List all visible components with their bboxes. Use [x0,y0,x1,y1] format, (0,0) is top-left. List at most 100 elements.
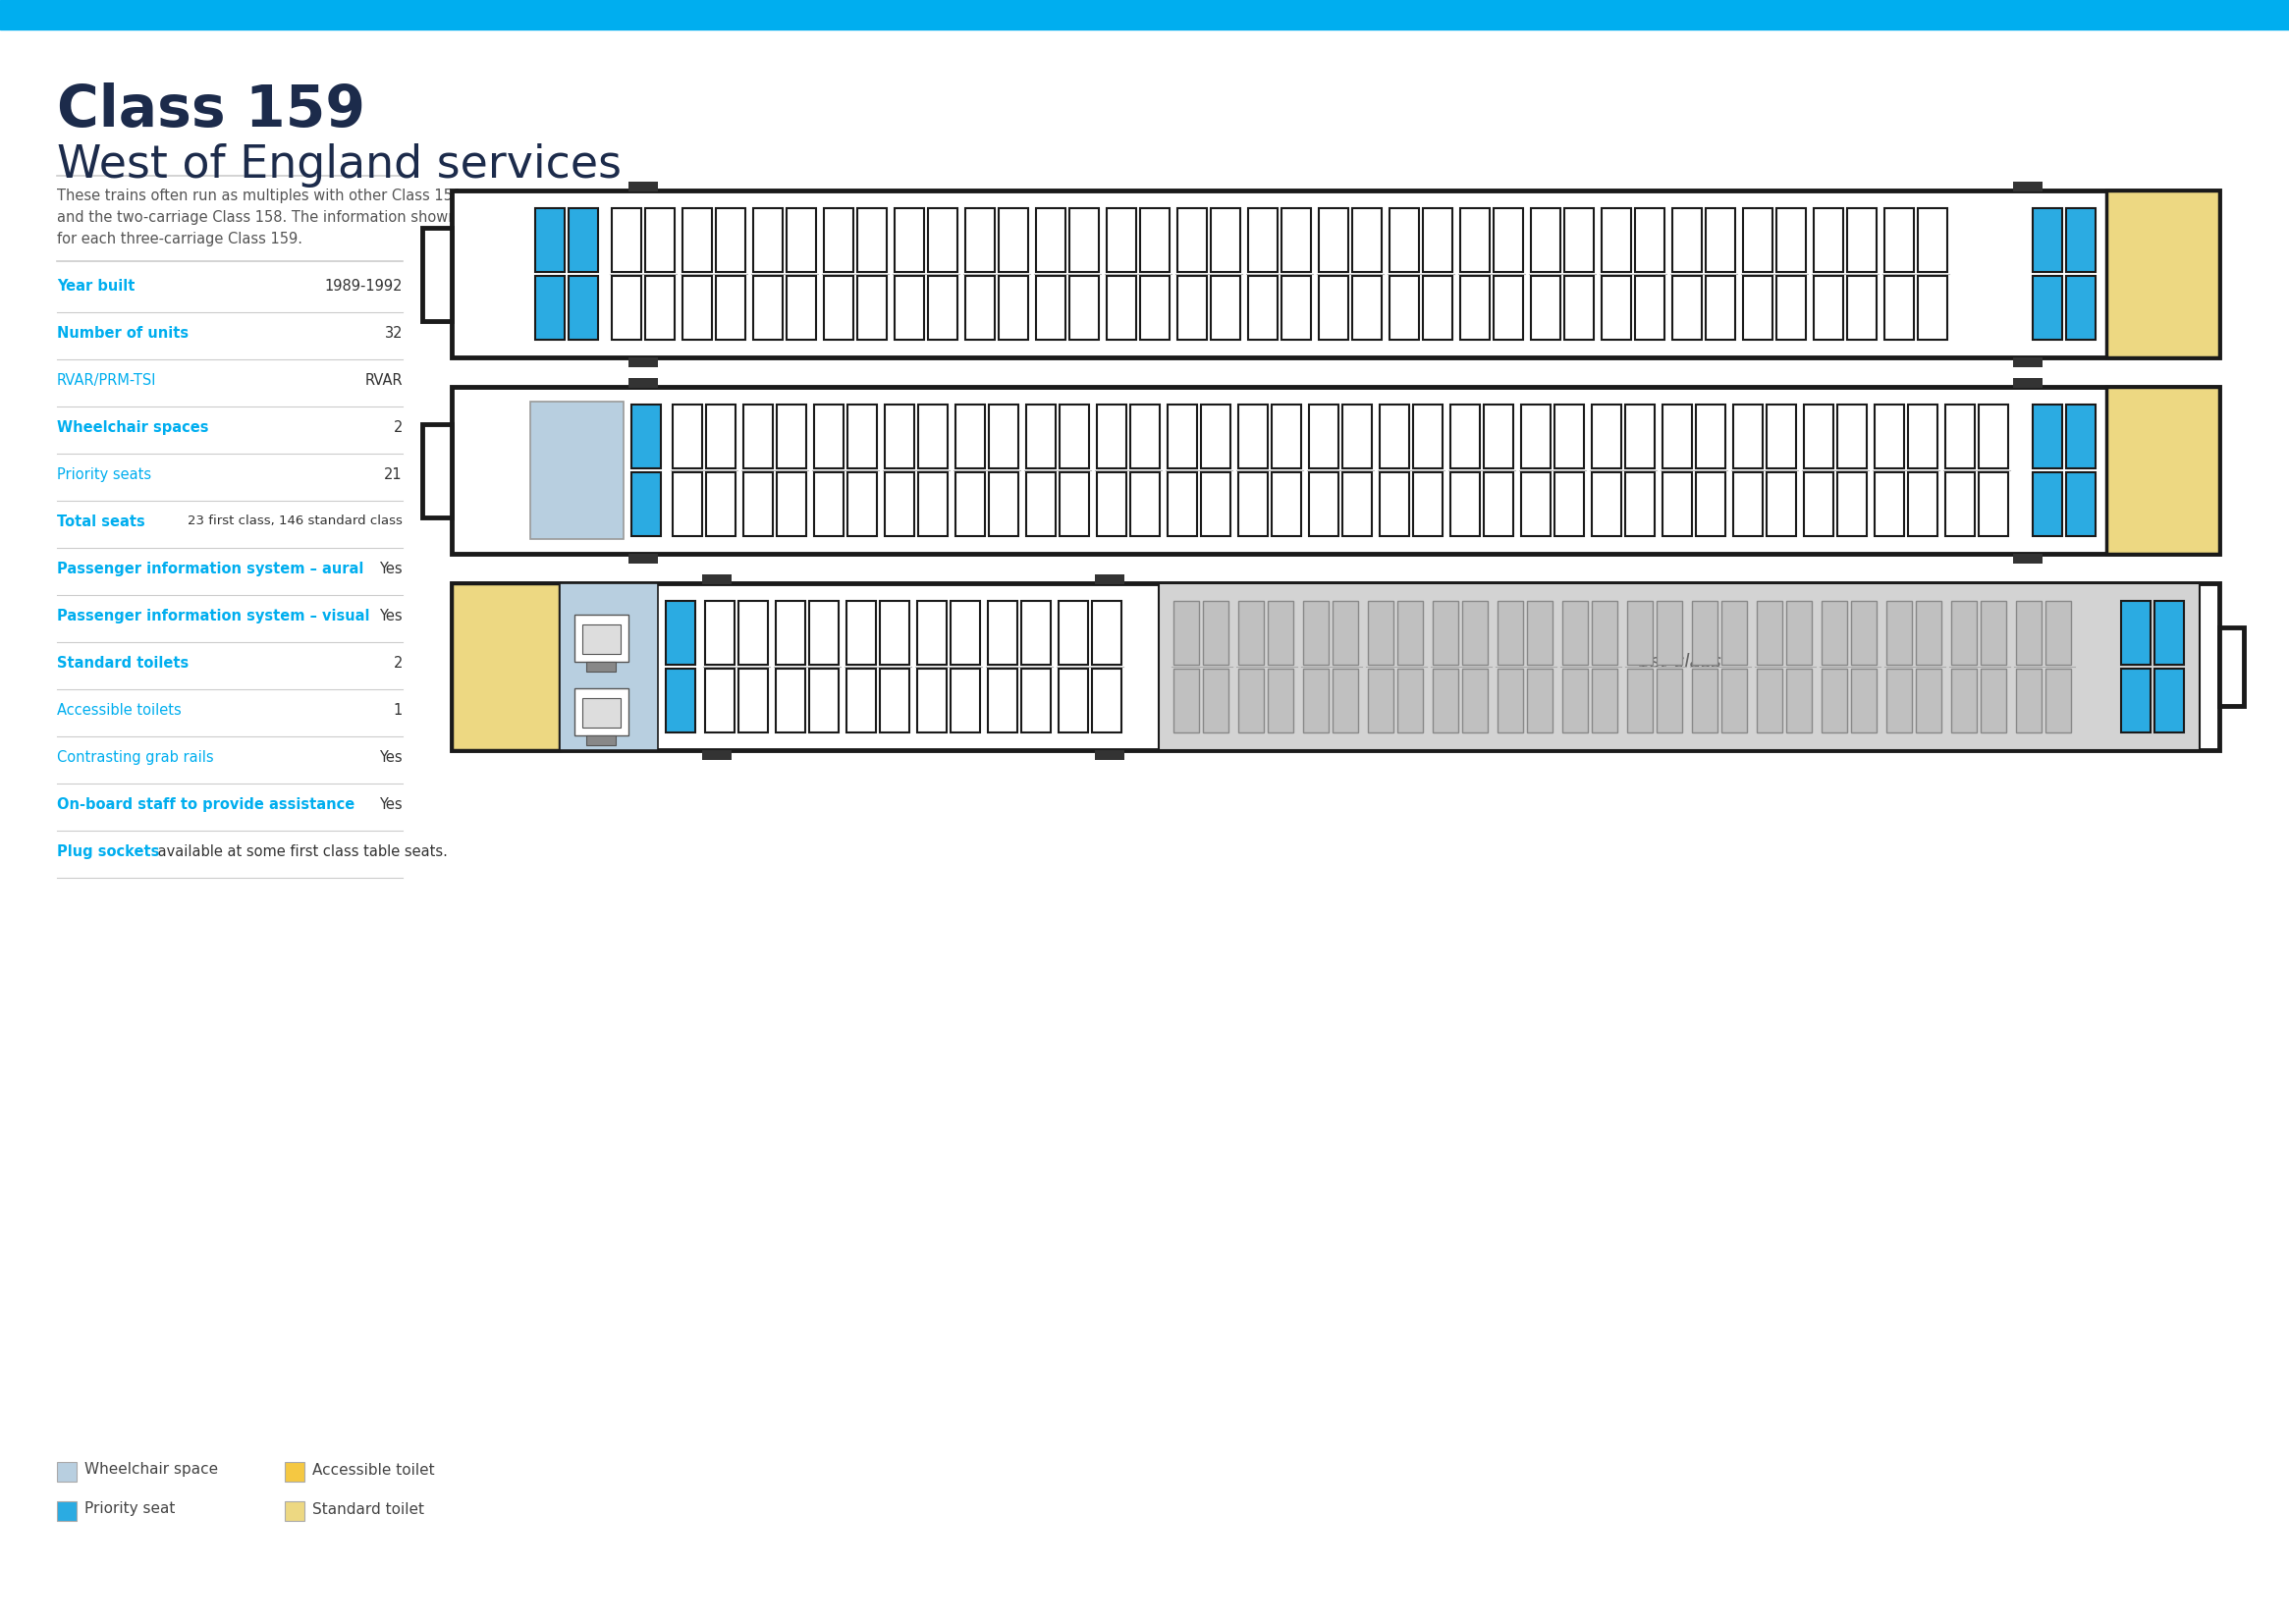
Bar [1721,601,1747,664]
Bar [1483,473,1513,536]
Bar [1776,276,1806,339]
Bar [1980,601,2005,664]
Bar [1909,473,1936,536]
Bar [451,387,2220,554]
Bar [1527,669,1552,732]
Bar [1950,601,1978,664]
Bar [879,601,909,664]
Bar [1309,473,1339,536]
Bar [1563,669,1589,732]
Bar [1554,404,1584,468]
Bar [989,669,1016,732]
Bar [421,424,451,518]
Bar [776,601,806,664]
Bar [2012,357,2042,367]
Bar [744,404,774,468]
Bar [2017,669,2042,732]
Bar [1353,208,1383,271]
Bar [1531,276,1561,339]
Bar [703,750,732,760]
Bar [1158,583,2200,750]
Bar [1884,276,1914,339]
Bar [0,0,2289,29]
Bar [1662,473,1692,536]
Text: Total seats: Total seats [57,515,144,529]
Bar [705,473,735,536]
Bar [2046,669,2072,732]
Bar [1591,669,1618,732]
Bar [2067,276,2094,339]
Bar [927,208,957,271]
Bar [1318,208,1348,271]
Bar [1131,473,1161,536]
Bar [776,404,806,468]
Bar [824,208,854,271]
Bar [1238,404,1268,468]
Bar [1978,404,2007,468]
Bar [918,473,948,536]
Bar [1980,669,2005,732]
Bar [716,276,746,339]
Bar [1804,473,1833,536]
Bar [1302,669,1328,732]
Text: Wheelchair space: Wheelchair space [85,1463,217,1478]
Bar [1238,473,1268,536]
Bar [666,669,696,732]
Bar [1369,669,1394,732]
Bar [629,357,657,367]
Bar [1268,601,1293,664]
Text: West of England services: West of England services [57,143,623,187]
Bar [858,208,886,271]
Bar [815,473,845,536]
Bar [1211,276,1241,339]
Bar [1591,404,1621,468]
Bar [1602,208,1632,271]
Bar [1021,669,1051,732]
Text: 1989-1992: 1989-1992 [325,279,403,294]
Bar [1916,669,1941,732]
Bar [1673,208,1701,271]
Bar [531,401,623,539]
Bar [966,276,996,339]
Text: 1st class: 1st class [1637,653,1721,671]
Text: Accessible toilet: Accessible toilet [311,1463,435,1478]
Bar [1177,208,1206,271]
Text: Yes: Yes [380,562,403,577]
Bar [568,276,597,339]
Bar [1341,473,1371,536]
Text: Standard toilet: Standard toilet [311,1502,423,1517]
Bar [1918,276,1948,339]
Bar [1627,601,1653,664]
Text: Yes: Yes [380,750,403,765]
Bar [1497,669,1522,732]
Bar [1248,208,1277,271]
Bar [629,378,657,388]
Bar [2012,554,2042,564]
Bar [1463,669,1488,732]
Bar [1522,404,1550,468]
Bar [1167,473,1197,536]
Bar [2122,669,2152,732]
Text: Passenger information system – visual: Passenger information system – visual [57,609,371,624]
Bar [808,669,838,732]
Text: Yes: Yes [380,797,403,812]
Bar [1369,601,1394,664]
Bar [2033,404,2062,468]
Bar [1563,208,1593,271]
Bar [1875,404,1904,468]
Bar [581,625,620,654]
Bar [989,473,1019,536]
Text: 2: 2 [394,421,403,435]
Bar [1353,276,1383,339]
Bar [895,208,925,271]
Bar [421,227,451,322]
Bar [776,473,806,536]
Bar [2033,208,2062,271]
Bar [1483,404,1513,468]
Bar [1696,473,1726,536]
Bar [1094,750,1124,760]
Bar [2106,387,2220,554]
Bar [787,208,815,271]
Bar [1174,669,1199,732]
Bar [1756,669,1783,732]
